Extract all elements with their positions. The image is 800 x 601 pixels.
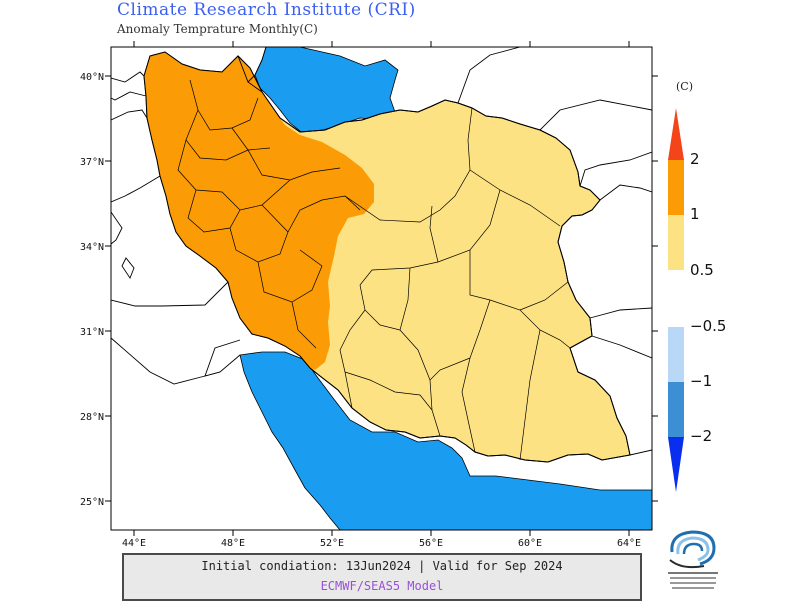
latitude-ticks bbox=[105, 75, 658, 502]
lon-label-52e: 52°E bbox=[320, 538, 344, 549]
map-title: Climate Research Institute (CRI) bbox=[117, 0, 416, 20]
colorbar-segment-minus-1-to-minus-2 bbox=[668, 382, 684, 437]
colorbar-segment-minus-0-5-to-minus-1 bbox=[668, 327, 684, 382]
lon-label-60e: 60°E bbox=[518, 538, 542, 549]
map-subtitle: Anomaly Temprature Monthly(C) bbox=[117, 22, 318, 36]
iran-anomaly-1-to-2 bbox=[144, 52, 374, 370]
colorbar-label-minus-1: −1 bbox=[690, 372, 713, 390]
colorbar-label-1: 1 bbox=[690, 205, 700, 223]
colorbar-label-2: 2 bbox=[690, 150, 700, 168]
colorbar-label-0-5: 0.5 bbox=[690, 261, 714, 279]
lon-label-48e: 48°E bbox=[221, 538, 245, 549]
map-frame bbox=[110, 46, 653, 531]
institute-logo bbox=[668, 530, 718, 589]
lat-label-34n: 34°N bbox=[80, 242, 104, 253]
lat-label-40n: 40°N bbox=[80, 72, 104, 83]
colorbar-label-minus-0-5: −0.5 bbox=[690, 317, 727, 335]
lat-label-37n: 37°N bbox=[80, 157, 104, 168]
lon-label-56e: 56°E bbox=[419, 538, 443, 549]
province-borders bbox=[177, 79, 571, 461]
colorbar-unit: (C) bbox=[676, 80, 693, 93]
model-name-text: ECMWF/SEAS5 Model bbox=[320, 579, 444, 593]
colorbar-cool bbox=[668, 327, 684, 492]
colorbar-warm bbox=[668, 108, 684, 270]
lat-label-28n: 28°N bbox=[80, 412, 104, 423]
persian-gulf bbox=[239, 351, 652, 530]
iran-border bbox=[143, 51, 631, 463]
lat-label-31n: 31°N bbox=[80, 327, 104, 338]
lon-label-64e: 64°E bbox=[617, 538, 641, 549]
lon-label-44e: 44°E bbox=[122, 538, 146, 549]
footer-box: Initial condiation: 13Jun2024 | Valid fo… bbox=[122, 553, 642, 601]
colorbar-segment-0-5-to-1 bbox=[668, 215, 684, 270]
initial-condition-text: Initial condiation: 13Jun2024 | Valid fo… bbox=[201, 559, 563, 573]
colorbar-segment-1-to-2 bbox=[668, 160, 684, 215]
colorbar-arrow-below-minus-2 bbox=[668, 437, 684, 492]
longitude-ticks bbox=[133, 41, 630, 536]
colorbar-label-minus-2: −2 bbox=[690, 427, 713, 445]
lat-label-25n: 25°N bbox=[80, 497, 104, 508]
country-borders bbox=[111, 47, 652, 456]
colorbar-arrow-above-2 bbox=[668, 108, 684, 160]
